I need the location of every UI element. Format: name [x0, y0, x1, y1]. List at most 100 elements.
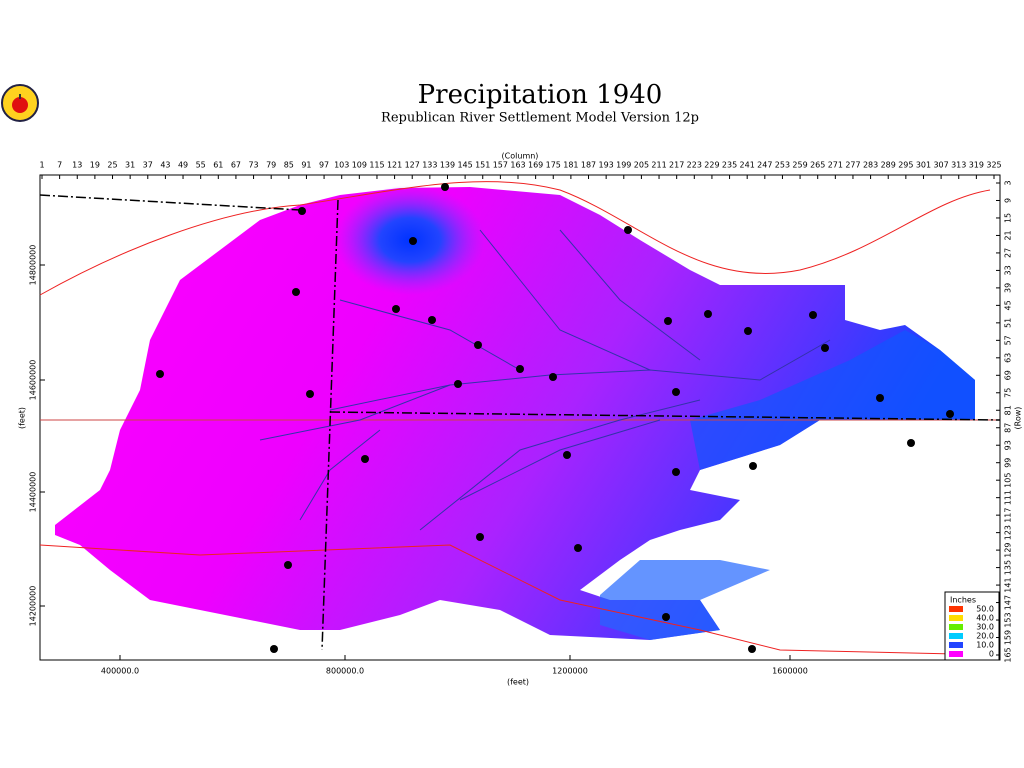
column-tick-label: 1 [39, 161, 44, 170]
column-tick-label: 211 [651, 161, 666, 170]
column-tick-label: 133 [422, 161, 437, 170]
column-tick-label: 139 [440, 161, 455, 170]
row-tick-label: 27 [1004, 248, 1013, 258]
row-tick-label: 123 [1004, 525, 1013, 540]
column-tick-label: 157 [493, 161, 508, 170]
row-tick-label: 39 [1004, 283, 1013, 293]
column-tick-label: 115 [369, 161, 384, 170]
column-tick-label: 289 [881, 161, 896, 170]
row-tick-label: 165 [1004, 647, 1013, 662]
column-tick-label: 73 [248, 161, 258, 170]
column-tick-label: 313 [951, 161, 966, 170]
column-tick-label: 19 [90, 161, 100, 170]
legend-swatch [949, 615, 963, 621]
column-tick-label: 253 [775, 161, 790, 170]
column-tick-label: 55 [196, 161, 206, 170]
column-tick-label: 283 [863, 161, 878, 170]
legend-swatch [949, 633, 963, 639]
legend-label: 20.0 [976, 632, 994, 641]
column-tick-label: 163 [510, 161, 525, 170]
column-tick-label: 235 [722, 161, 737, 170]
column-tick-label: 241 [740, 161, 755, 170]
column-tick-label: 193 [599, 161, 614, 170]
legend-swatch [949, 642, 963, 648]
column-tick-label: 265 [810, 161, 825, 170]
row-tick-label: 147 [1004, 595, 1013, 610]
column-tick-label: 43 [160, 161, 170, 170]
row-tick-label: 45 [1004, 300, 1013, 310]
column-axis-label: (Column) [502, 152, 539, 161]
column-tick-label: 295 [898, 161, 913, 170]
row-tick-label: 129 [1004, 542, 1013, 557]
row-tick-label: 75 [1004, 388, 1013, 398]
column-tick-label: 223 [687, 161, 702, 170]
row-tick-label: 3 [1004, 180, 1013, 185]
column-tick-label: 67 [231, 161, 241, 170]
easting-tick-label: 1600000 [772, 667, 808, 676]
easting-tick-label: 1200000 [552, 667, 588, 676]
column-tick-label: 13 [72, 161, 82, 170]
subtitle: Republican River Settlement Model Versio… [381, 111, 699, 126]
column-tick-label: 79 [266, 161, 276, 170]
row-tick-label: 33 [1004, 265, 1013, 275]
row-axis-label: (Row) [1014, 407, 1023, 430]
column-tick-label: 127 [405, 161, 420, 170]
row-tick-label: 9 [1004, 198, 1013, 203]
column-tick-label: 169 [528, 161, 543, 170]
legend-label: 0 [989, 650, 994, 659]
column-tick-label: 25 [107, 161, 117, 170]
northing-tick-label: 14200000 [29, 586, 38, 627]
column-tick-label: 319 [969, 161, 984, 170]
column-tick-label: 259 [792, 161, 807, 170]
column-tick-label: 277 [845, 161, 860, 170]
column-tick-label: 121 [387, 161, 402, 170]
row-tick-label: 21 [1004, 230, 1013, 240]
row-tick-label: 99 [1004, 458, 1013, 468]
column-tick-label: 181 [563, 161, 578, 170]
column-tick-label: 7 [57, 161, 62, 170]
column-tick-label: 217 [669, 161, 684, 170]
column-tick-label: 37 [143, 161, 153, 170]
legend-title: Inches [950, 596, 976, 605]
northing-tick-label: 14800000 [29, 245, 38, 286]
column-tick-label: 151 [475, 161, 490, 170]
row-tick-label: 69 [1004, 370, 1013, 380]
row-tick-label: 117 [1004, 508, 1013, 523]
row-tick-label: 87 [1004, 423, 1013, 433]
column-tick-label: 91 [301, 161, 311, 170]
legend-label: 50.0 [976, 605, 994, 614]
column-tick-label: 247 [757, 161, 772, 170]
easting-label: (feet) [507, 678, 529, 687]
legend-swatch [949, 606, 963, 612]
northing-label: (feet) [18, 407, 27, 429]
column-tick-label: 325 [986, 161, 1001, 170]
northing-tick-label: 14400000 [29, 472, 38, 513]
column-tick-label: 109 [352, 161, 367, 170]
legend-swatch [949, 651, 963, 657]
legend-label: 40.0 [976, 614, 994, 623]
column-tick-label: 175 [546, 161, 561, 170]
column-tick-label: 31 [125, 161, 135, 170]
row-tick-label: 51 [1004, 318, 1013, 328]
column-tick-label: 187 [581, 161, 596, 170]
column-tick-label: 85 [284, 161, 294, 170]
column-tick-label: 49 [178, 161, 188, 170]
northing-tick-label: 14600000 [29, 360, 38, 401]
legend-label: 10.0 [976, 641, 994, 650]
legend-label: 30.0 [976, 623, 994, 632]
column-tick-label: 97 [319, 161, 329, 170]
easting-tick-label: 400000.0 [101, 667, 139, 676]
row-tick-label: 135 [1004, 560, 1013, 575]
row-tick-label: 63 [1004, 353, 1013, 363]
column-tick-label: 301 [916, 161, 931, 170]
column-tick-label: 103 [334, 161, 349, 170]
column-tick-label: 307 [933, 161, 948, 170]
row-tick-label: 93 [1004, 440, 1013, 450]
row-tick-label: 81 [1004, 405, 1013, 415]
column-tick-label: 229 [704, 161, 719, 170]
row-tick-label: 141 [1004, 577, 1013, 592]
legend-swatch [949, 624, 963, 630]
row-tick-label: 159 [1004, 630, 1013, 645]
row-tick-label: 111 [1004, 490, 1013, 505]
